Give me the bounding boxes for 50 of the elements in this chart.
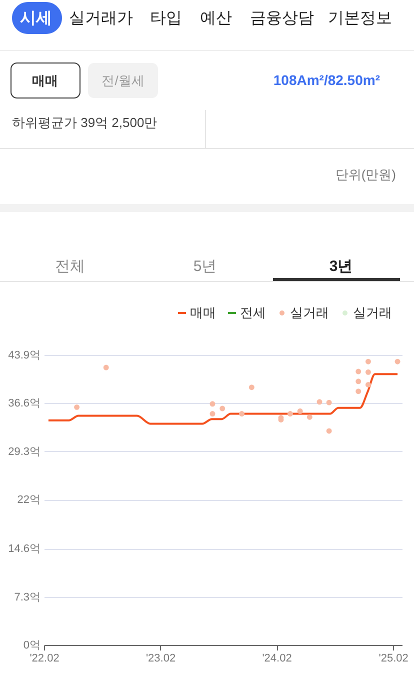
- legend-label: 매매: [190, 305, 216, 320]
- y-tick-label: 22억: [17, 494, 40, 506]
- point: [306, 414, 312, 420]
- point: [356, 368, 362, 374]
- y-tick-label: 29.3억: [8, 446, 40, 458]
- legend-label: 전세: [240, 305, 266, 320]
- point: [366, 369, 371, 375]
- y-tick-label: 14.6억: [8, 543, 40, 556]
- text: 예산: [200, 10, 232, 27]
- text: 단위(만원): [335, 167, 396, 182]
- text: 5년: [193, 258, 217, 275]
- point: [356, 388, 362, 394]
- text: 기본정보: [328, 10, 392, 27]
- y-tick-label: 43.9억: [8, 350, 40, 362]
- x-tick-label: '25.02: [378, 652, 408, 664]
- point: [326, 400, 332, 406]
- text: 전체: [55, 258, 85, 275]
- text: 실거래가: [69, 10, 133, 27]
- y-tick-label: 36.6억: [8, 398, 40, 410]
- x-tick-label: '22.02: [30, 652, 60, 664]
- point: [287, 411, 293, 417]
- x-tick-label: '24.02: [262, 652, 292, 664]
- point: [316, 399, 322, 405]
- x-tick-label: '23.02: [146, 652, 176, 664]
- legend-label: 실거래: [290, 305, 329, 320]
- text: 매매: [32, 73, 58, 88]
- point: [74, 404, 80, 410]
- text: 3년: [329, 258, 353, 275]
- point: [366, 358, 371, 364]
- point: [248, 384, 254, 390]
- y-tick-label: 0억: [23, 640, 40, 652]
- text: 금융상담: [250, 10, 314, 27]
- line-series: [47, 373, 399, 425]
- point: [326, 428, 332, 434]
- point: [103, 364, 109, 370]
- legend-label: 실거래: [353, 305, 392, 320]
- point: [239, 411, 245, 417]
- point: [356, 378, 362, 384]
- y-tick-label: 7.3억: [14, 591, 40, 604]
- text: 타입: [150, 10, 182, 27]
- point: [366, 382, 371, 388]
- text: 전/월세: [102, 73, 144, 88]
- point: [220, 406, 226, 412]
- text: 108Am²/82.50m²: [273, 72, 380, 88]
- point: [297, 408, 303, 414]
- point: [210, 401, 216, 407]
- text: 하위평균가 39억 2,500만: [12, 115, 158, 130]
- point: [394, 358, 400, 364]
- point: [210, 411, 216, 417]
- text: 시세: [20, 10, 52, 27]
